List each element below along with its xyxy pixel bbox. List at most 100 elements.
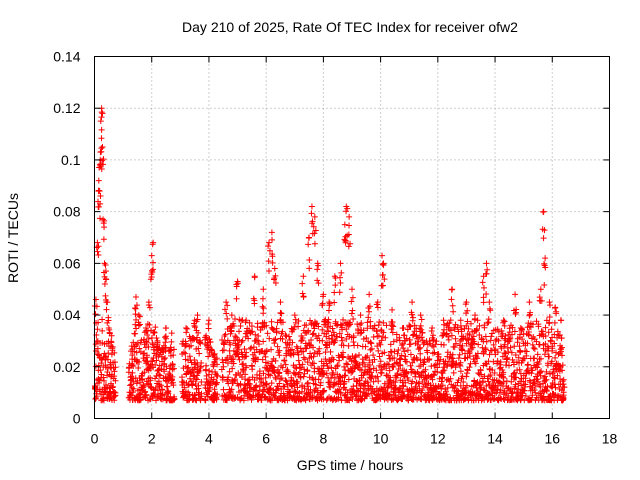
- data-point: [516, 334, 523, 341]
- data-point: [365, 304, 372, 311]
- data-point: [94, 326, 101, 333]
- data-point: [453, 360, 460, 367]
- data-point: [97, 192, 104, 199]
- data-point: [191, 322, 198, 329]
- data-point: [229, 365, 236, 372]
- data-point: [404, 347, 411, 354]
- data-point: [205, 353, 212, 360]
- data-point: [437, 356, 444, 363]
- data-point: [537, 297, 544, 304]
- data-point: [426, 337, 433, 344]
- data-point: [371, 356, 378, 363]
- data-point: [151, 391, 158, 398]
- data-point: [143, 338, 150, 345]
- data-point: [364, 325, 371, 332]
- data-point: [243, 353, 250, 360]
- data-point: [319, 337, 326, 344]
- data-point: [341, 236, 348, 243]
- data-point: [100, 156, 107, 163]
- data-point: [440, 329, 447, 336]
- data-point: [152, 361, 159, 368]
- data-point: [219, 347, 226, 354]
- data-point: [337, 280, 344, 287]
- data-point: [407, 393, 414, 400]
- data-point: [277, 309, 284, 316]
- data-point: [439, 332, 446, 339]
- data-point: [552, 354, 559, 361]
- data-point: [385, 361, 392, 368]
- data-point: [300, 293, 307, 300]
- data-point: [438, 378, 445, 385]
- data-point: [418, 389, 425, 396]
- data-point: [332, 337, 339, 344]
- data-point: [292, 316, 299, 323]
- data-point: [158, 382, 165, 389]
- data-point: [478, 384, 485, 391]
- data-point: [309, 331, 316, 338]
- data-point: [271, 265, 278, 272]
- data-point: [299, 290, 306, 297]
- data-point: [537, 286, 544, 293]
- data-point: [149, 269, 156, 276]
- data-point: [358, 397, 365, 404]
- data-point: [236, 356, 243, 363]
- data-point: [543, 388, 550, 395]
- data-point: [275, 385, 282, 392]
- data-point: [457, 317, 464, 324]
- data-point: [508, 378, 515, 385]
- data-point: [345, 243, 352, 250]
- data-point: [228, 312, 235, 319]
- data-point: [152, 375, 159, 382]
- data-point: [102, 292, 109, 299]
- data-point: [141, 383, 148, 390]
- data-point: [277, 316, 284, 323]
- data-point: [263, 347, 270, 354]
- data-point: [465, 325, 472, 332]
- data-point: [357, 312, 364, 319]
- data-point: [518, 382, 525, 389]
- data-point: [364, 391, 371, 398]
- data-point: [252, 331, 259, 338]
- data-point: [542, 333, 549, 340]
- data-point: [133, 349, 140, 356]
- data-point: [494, 349, 501, 356]
- data-point: [335, 357, 342, 364]
- data-point: [205, 342, 212, 349]
- data-point: [152, 397, 159, 404]
- data-point: [307, 350, 314, 357]
- data-point: [168, 346, 175, 353]
- data-point: [279, 335, 286, 342]
- data-point: [288, 346, 295, 353]
- data-point: [348, 298, 355, 305]
- data-point: [385, 383, 392, 390]
- data-point: [265, 371, 272, 378]
- data-point: [329, 335, 336, 342]
- data-point: [490, 358, 497, 365]
- data-point: [534, 364, 541, 371]
- data-point: [152, 324, 159, 331]
- data-point: [354, 342, 361, 349]
- x-axis-label: GPS time / hours: [297, 457, 404, 473]
- data-point: [198, 363, 205, 370]
- data-point: [375, 378, 382, 385]
- data-point: [374, 396, 381, 403]
- data-point: [393, 331, 400, 338]
- data-point: [286, 350, 293, 357]
- data-point: [303, 322, 310, 329]
- data-point: [210, 363, 217, 370]
- data-point: [457, 322, 464, 329]
- data-point: [205, 317, 212, 324]
- data-point: [516, 343, 523, 350]
- data-point: [214, 379, 221, 386]
- data-point: [445, 333, 452, 340]
- y-tick-label: 0: [73, 411, 81, 427]
- data-point: [236, 328, 243, 335]
- data-point: [379, 252, 386, 259]
- data-point: [130, 385, 137, 392]
- data-point: [314, 277, 321, 284]
- data-point: [202, 366, 209, 373]
- data-point: [447, 375, 454, 382]
- data-point: [407, 341, 414, 348]
- data-point: [344, 205, 351, 212]
- data-point: [179, 374, 185, 381]
